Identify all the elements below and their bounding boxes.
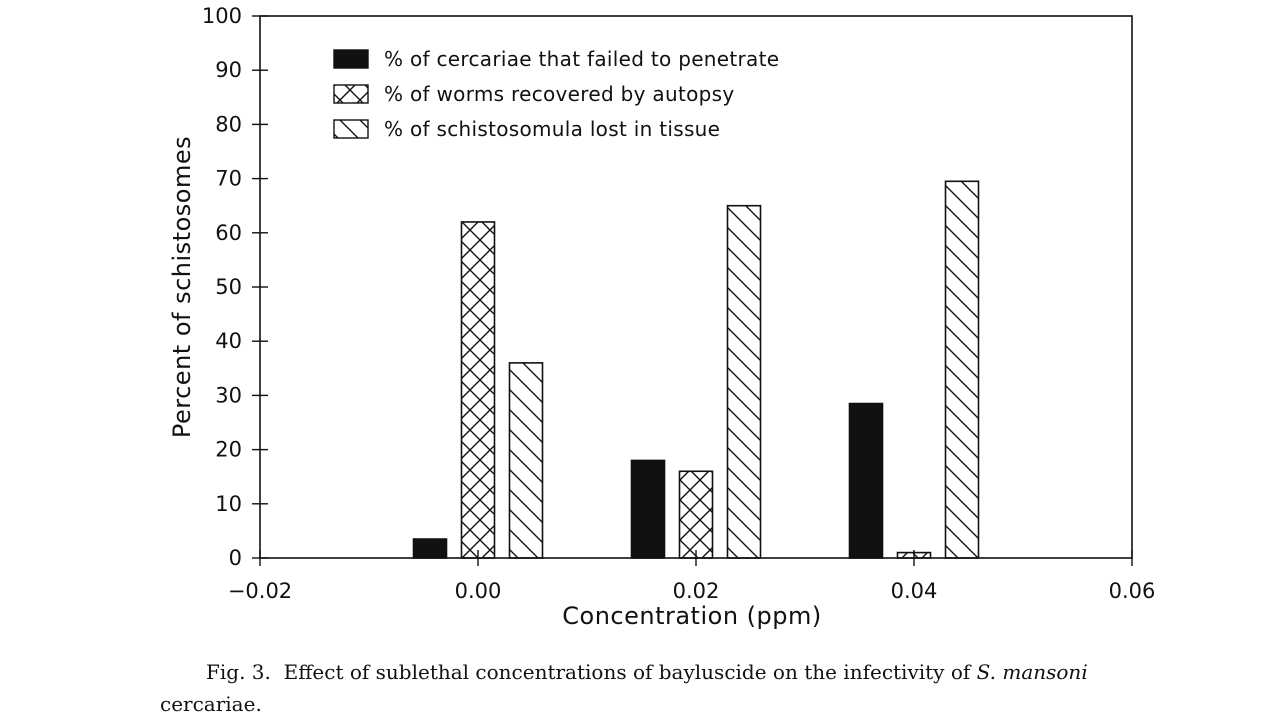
y-tick-label: 50 — [215, 275, 242, 299]
bar-crosshatch-0.02 — [678, 470, 714, 559]
y-tick-label: 40 — [215, 329, 242, 353]
legend-label: % of schistosomula lost in tissue — [384, 117, 720, 141]
x-tick-label: 0.00 — [455, 579, 502, 603]
caption-label: Fig. 3. — [206, 660, 271, 684]
bar-solid-0.04 — [848, 402, 884, 559]
y-tick-label: 20 — [215, 438, 242, 462]
y-tick-label: 0 — [229, 546, 242, 570]
y-axis-ticks: 0 10 20 30 40 50 60 70 80 90 100 — [202, 4, 268, 570]
bar-diagonal-0.02 — [726, 204, 762, 559]
x-axis-label: Concentration (ppm) — [562, 602, 821, 630]
y-tick-label: 100 — [202, 4, 242, 28]
y-tick-label: 10 — [215, 492, 242, 516]
legend: % of cercariae that failed to penetrate%… — [333, 47, 779, 141]
y-tick-label: 80 — [215, 112, 242, 136]
caption-text: Effect of sublethal concentrations of ba… — [283, 660, 971, 684]
bar-diagonal-0.00 — [508, 362, 544, 559]
bar-diagonal-0.04 — [944, 180, 980, 559]
caption-tail: cercariae. — [160, 692, 262, 716]
bars — [412, 180, 980, 559]
y-tick-label: 60 — [215, 221, 242, 245]
y-tick-label: 90 — [215, 58, 242, 82]
bar-crosshatch-0.04 — [896, 551, 932, 559]
x-tick-label: −0.02 — [228, 579, 292, 603]
bar-crosshatch-0.00 — [460, 221, 496, 559]
caption-species: S. mansoni — [976, 660, 1088, 684]
legend-swatch-solid — [333, 49, 369, 69]
x-tick-label: 0.02 — [673, 579, 720, 603]
legend-label: % of worms recovered by autopsy — [384, 82, 734, 106]
y-tick-label: 70 — [215, 167, 242, 191]
bar-solid-0.02 — [630, 459, 666, 559]
x-axis-ticks: −0.02 0.00 0.02 0.04 0.06 — [228, 550, 1156, 603]
figure-caption: Fig. 3. Effect of sublethal concentratio… — [160, 656, 1170, 720]
x-tick-label: 0.06 — [1109, 579, 1156, 603]
y-axis-label: Percent of schistosomes — [168, 136, 196, 438]
legend-swatch-crosshatch — [333, 84, 369, 104]
x-tick-label: 0.04 — [891, 579, 938, 603]
y-tick-label: 30 — [215, 383, 242, 407]
legend-label: % of cercariae that failed to penetrate — [384, 47, 779, 71]
legend-swatch-diagonal — [333, 119, 369, 139]
bar-solid-0.00 — [412, 538, 448, 559]
